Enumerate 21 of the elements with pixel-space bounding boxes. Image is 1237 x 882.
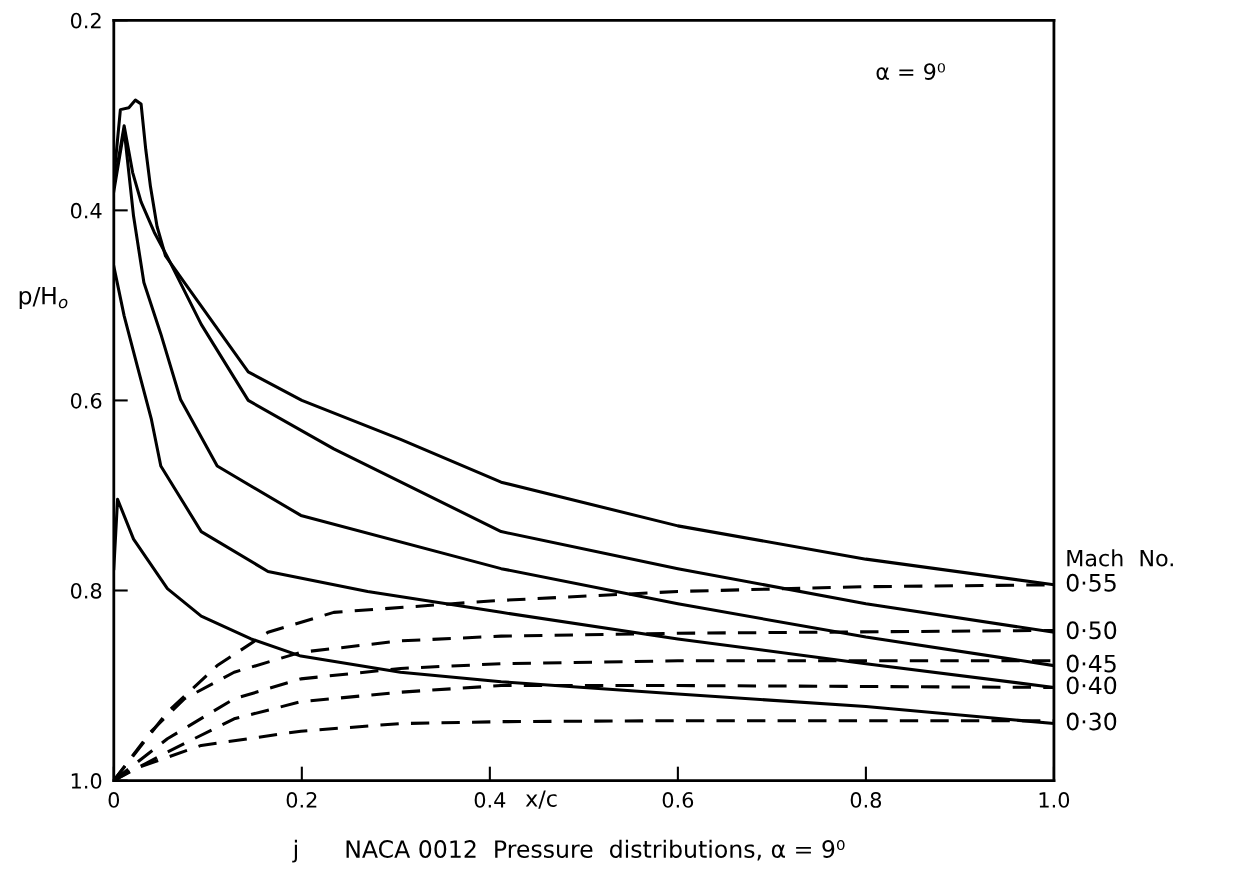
y-axis-title: p/H$_{o}$ [19, 287, 68, 310]
annotation: α = 9⁰ [876, 63, 945, 80]
x-tick-label: 0.8 [850, 792, 882, 808]
y-tick-label: 1.0 [71, 773, 102, 789]
x-tick-label: 0 [108, 792, 120, 808]
y-tick-label: 0.4 [70, 202, 102, 219]
x-tick-label: 1.0 [1039, 792, 1070, 808]
text: j NACA 0012 Pressure distributions, α = 9⁰ [292, 839, 845, 863]
x-axis-title: x/c [525, 790, 557, 809]
text: Mach No. [1067, 549, 1173, 567]
series-label: 0·45 [1066, 654, 1116, 673]
y-tick-label: 0.6 [70, 392, 102, 409]
y-tick-label: 0.2 [70, 12, 101, 29]
y-tick-label: 0.8 [70, 582, 102, 599]
x-tick-label: 0.6 [662, 792, 694, 808]
x-tick-label: 0.2 [286, 792, 317, 808]
series-label: 0·30 [1066, 712, 1117, 731]
series-label: 0·50 [1066, 621, 1117, 640]
x-tick-label: 0.4 [474, 792, 506, 808]
series-label: 0·55 [1066, 573, 1116, 592]
series-label: 0·40 [1066, 676, 1117, 695]
